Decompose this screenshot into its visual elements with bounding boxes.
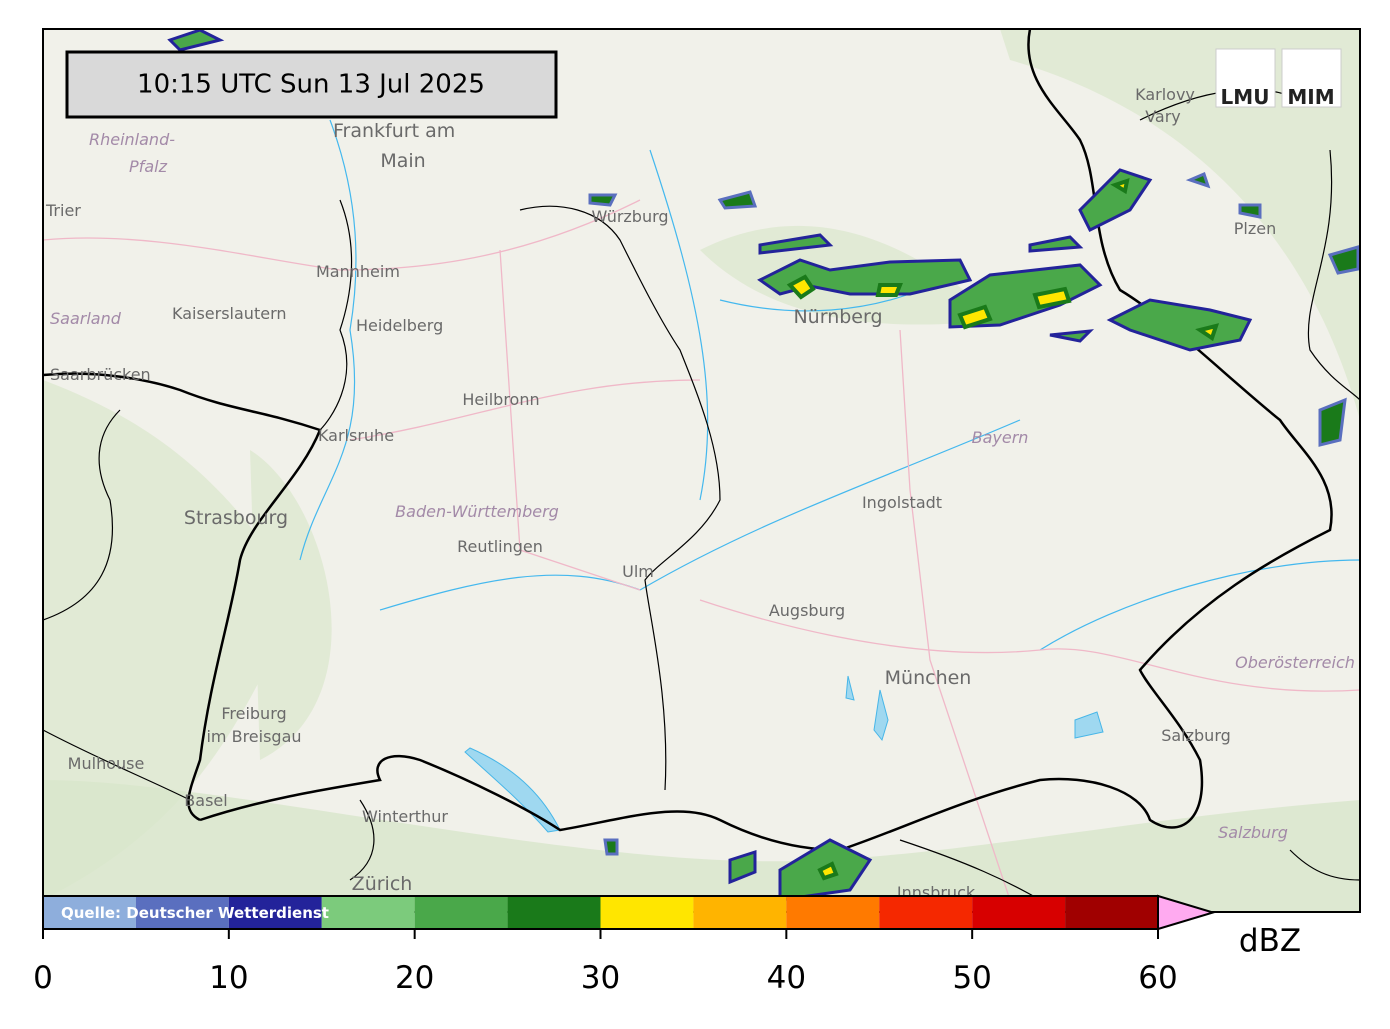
tick-label: 50 <box>952 960 991 996</box>
colorbar: 0 10 20 30 40 50 60 <box>33 894 1217 996</box>
radar-echoes-part <box>588 171 1360 856</box>
radar-echoes-part <box>786 178 1220 881</box>
map-background-part <box>845 675 1104 742</box>
tick-label: 40 <box>767 960 806 996</box>
place-label: Strasbourg <box>184 507 288 529</box>
place-label: Basel <box>184 791 227 810</box>
place-label: Plzen <box>1234 219 1276 238</box>
tick-label: 30 <box>581 960 620 996</box>
tick-label: 10 <box>209 960 248 996</box>
place-label: Salzburg <box>1218 823 1288 842</box>
place-label: Winterthur <box>362 807 448 826</box>
map-background-part <box>43 29 1360 912</box>
colorbar-segment <box>879 896 973 929</box>
colorbar-segment <box>786 896 880 929</box>
place-labels: Frankfurt am Main Rheinland- Pfalz Trier… <box>45 85 1355 902</box>
place-label: Saarbrücken <box>50 365 151 384</box>
map-background-part <box>299 119 1360 651</box>
logo-part <box>1281 48 1342 108</box>
tick-label: 0 <box>33 960 53 996</box>
place-label: Ulm <box>622 562 654 581</box>
colorbar-segment <box>414 896 508 929</box>
place-label: Trier <box>45 201 81 220</box>
place-label: Mannheim <box>316 262 400 281</box>
colorbar-segment <box>135 896 229 929</box>
place-label: Augsburg <box>769 601 845 620</box>
map-background-part <box>464 747 561 833</box>
map-background-part <box>43 29 1360 900</box>
radar-echoes <box>167 29 1360 902</box>
place-label: Karlovy <box>1135 85 1195 104</box>
place-label: Bayern <box>972 428 1029 447</box>
logo: LMU MIM <box>1215 48 1342 109</box>
place-label: Mulhouse <box>68 754 145 773</box>
place-label: München <box>885 667 972 689</box>
place-label: Kaiserslautern <box>172 304 287 323</box>
place-label: Vary <box>1145 107 1181 126</box>
colorbar-segment <box>972 896 1066 929</box>
place-label: Rheinland- <box>89 130 175 149</box>
colorbar-segment <box>228 896 322 929</box>
place-label: Zürich <box>352 873 413 895</box>
radar-echoes-part <box>167 29 1253 902</box>
logo-part <box>1215 48 1276 108</box>
tick-label: 20 <box>395 960 434 996</box>
colorbar-segment <box>43 896 136 929</box>
place-label: MIM <box>1287 85 1334 109</box>
map-background <box>43 29 1360 912</box>
place-label: Freiburg <box>221 704 286 723</box>
timestamp-box-part <box>65 50 558 119</box>
place-label: Saarland <box>50 309 122 328</box>
colorbar-unit: dBZ <box>1239 923 1301 959</box>
tick-label: 60 <box>1138 960 1177 996</box>
place-label: Salzburg <box>1161 726 1231 745</box>
place-label: 10:15 UTC Sun 13 Jul 2025 <box>137 70 485 100</box>
colorbar-segment <box>321 896 415 929</box>
colorbar-segment <box>693 896 787 929</box>
place-label: LMU <box>1221 85 1270 109</box>
place-label: Main <box>380 150 425 172</box>
source-credit: Quelle: Deutscher Wetterdienst <box>61 904 329 922</box>
place-label: im Breisgau <box>206 727 301 746</box>
place-label: Heidelberg <box>356 316 443 335</box>
map-background-part <box>43 199 1360 901</box>
place-label: Pfalz <box>129 157 168 176</box>
colorbar-segment <box>600 896 694 929</box>
place-label: Oberösterreich <box>1235 653 1355 672</box>
colorbar-segment <box>1065 896 1158 929</box>
map-background-part <box>43 780 1360 912</box>
place-label: Frankfurt am <box>333 120 455 142</box>
place-label: Heilbronn <box>462 390 539 409</box>
timestamp-box: 10:15 UTC Sun 13 Jul 2025 <box>65 50 558 119</box>
place-label: Ingolstadt <box>862 493 942 512</box>
place-label: Würzburg <box>591 207 668 226</box>
place-label: Nürnberg <box>793 306 882 328</box>
place-label: Reutlingen <box>457 537 543 556</box>
colorbar-segment <box>507 896 601 929</box>
place-label: Karlsruhe <box>318 426 394 445</box>
place-label: Baden-Württemberg <box>395 502 559 521</box>
